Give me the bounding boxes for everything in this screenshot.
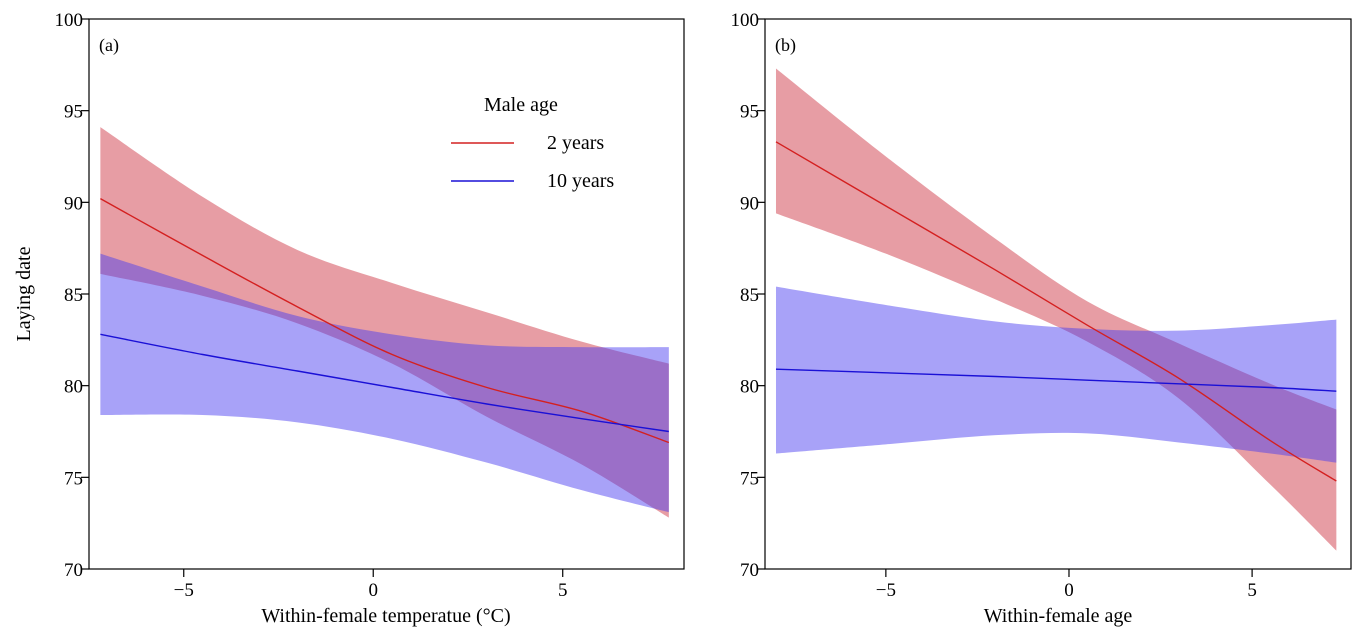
panel-b-lines [775,141,1337,482]
panel-a-lines [100,198,670,444]
panel-b: −5 0 5 70 75 80 85 90 95 100 (b) Within-female a… [731,10,1352,627]
panel-b-x-tick-label: 5 [1247,580,1257,601]
panel-b-y-tick-label: 90 [740,193,759,214]
panel-b-label: (b) [775,35,796,56]
panel-b-band-10-years [775,286,1337,463]
legend: Male age 2 years 10 years [451,94,614,192]
legend-label-10-years: 10 years [547,170,614,192]
panel-b-x-tick-label: −5 [876,580,896,601]
panel-a-x-ticks: −5 0 5 [174,569,568,601]
panel-b-y-ticks: 70 75 80 85 90 95 100 [731,10,765,581]
panel-b-x-tick-label: 0 [1064,580,1074,601]
legend-label-2-years: 2 years [547,132,604,154]
panel-a-y-tick-label: 80 [64,377,83,398]
y-axis-label: Laying date [13,246,35,341]
panel-a-x-tick-label: 0 [368,580,378,601]
panel-a: −5 0 5 70 75 80 85 90 95 100 (a) Within-female t… [55,10,685,627]
panel-b-line-10-years [775,368,1337,392]
panel-a-x-axis-label: Within-female temperatue (°C) [261,605,510,627]
panel-a-band-2-years [100,127,669,518]
panel-b-line-2-years [775,141,1337,482]
panel-a-band-10-years [100,253,669,513]
panel-b-y-tick-label: 80 [740,377,759,398]
legend-title: Male age [484,94,558,116]
panel-a-bands [100,127,669,518]
panel-a-y-ticks: 70 75 80 85 90 95 100 [55,10,89,581]
panel-a-y-tick-label: 70 [64,560,83,581]
panel-b-x-axis-label: Within-female age [984,605,1133,627]
panel-a-y-tick-label: 100 [55,10,84,31]
panel-a-y-tick-label: 85 [64,285,83,306]
panel-a-line-2-years [100,198,670,444]
panel-b-y-tick-label: 100 [731,10,760,31]
panel-b-y-tick-label: 95 [740,102,759,123]
panel-a-line-10-years [100,333,669,433]
panel-a-y-tick-label: 75 [64,468,83,489]
panel-b-bands [775,68,1337,551]
panel-b-y-tick-label: 70 [740,560,759,581]
panel-a-label: (a) [99,35,119,56]
panel-a-x-tick-label: 5 [558,580,568,601]
panel-b-x-ticks: −5 0 5 [876,569,1257,601]
panel-a-y-tick-label: 95 [64,102,83,123]
panel-b-y-tick-label: 75 [740,468,759,489]
panel-b-band-2-years [775,68,1337,551]
panel-a-x-tick-label: −5 [174,580,194,601]
panel-a-y-tick-label: 90 [64,193,83,214]
panel-b-y-tick-label: 85 [740,285,759,306]
